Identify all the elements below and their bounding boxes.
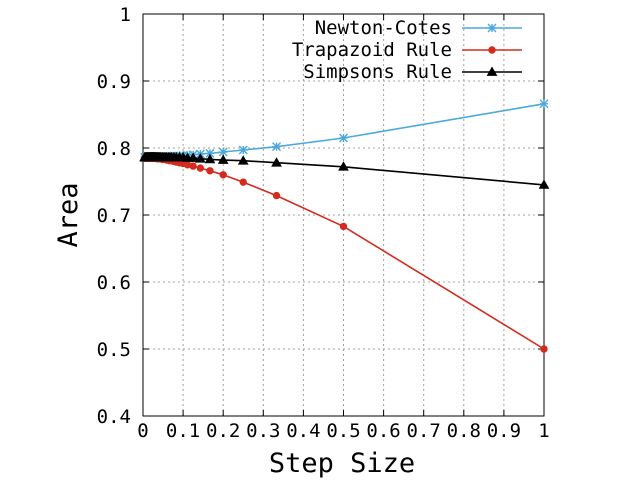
y-tick-label: 0.8 [97, 138, 131, 160]
data-point [219, 171, 227, 179]
data-point [238, 145, 248, 155]
series-line-0 [144, 103, 545, 159]
legend-item-2: Simpsons Rule [303, 61, 522, 83]
y-tick-label: 0.7 [97, 205, 131, 227]
data-point [194, 153, 206, 163]
legend-marker [488, 46, 496, 54]
data-point [540, 345, 548, 353]
x-tick-label: 0 [137, 420, 148, 442]
legend-item-1: Trapazoid Rule [292, 39, 522, 61]
data-point [272, 191, 281, 200]
y-tick-label: 0.5 [97, 339, 131, 361]
y-tick-label: 0.4 [97, 406, 131, 428]
data-point [237, 155, 249, 165]
x-axis-title: Step Size [269, 448, 415, 479]
x-tick-label: 0.2 [206, 420, 240, 442]
series-line-1 [144, 157, 545, 350]
legend-label: Trapazoid Rule [292, 39, 452, 61]
x-tick-label: 0.6 [366, 420, 400, 442]
data-point [196, 164, 205, 172]
data-point [339, 133, 348, 143]
x-tick-label: 0.3 [246, 420, 280, 442]
x-tick-label: 1 [538, 420, 549, 442]
data-point [206, 167, 214, 175]
series-2 [139, 151, 550, 189]
data-point [538, 179, 550, 189]
legend-marker [486, 66, 498, 76]
y-tick-label: 1 [120, 4, 131, 26]
data-point [239, 178, 247, 186]
legend-label: Simpsons Rule [303, 61, 452, 83]
axis-ticks: 0 0.1 0.2 0.3 0.4 0.5 0.6 0.7 0.8 0.9 1 0.4 0.5 0.6 0.… [97, 4, 550, 442]
data-point [539, 99, 549, 109]
y-axis-title: Area [53, 182, 84, 247]
x-tick-label: 0.7 [407, 420, 441, 442]
x-tick-label: 0.9 [487, 420, 521, 442]
data-point [139, 151, 150, 162]
legend-label: Newton-Cotes [315, 17, 452, 39]
data-point [338, 161, 349, 171]
x-tick-label: 0.1 [166, 420, 200, 442]
legend-item-0: Newton-Cotes [315, 17, 522, 39]
legend-marker [487, 23, 497, 33]
y-tick-label: 0.6 [97, 272, 131, 294]
series-1 [140, 154, 548, 353]
data-point [204, 153, 216, 164]
data-point [339, 222, 348, 231]
x-tick-label: 0.4 [286, 420, 320, 442]
data-point [217, 154, 229, 164]
data-point [205, 148, 215, 158]
x-tick-label: 0.8 [447, 420, 481, 442]
x-tick-label: 0.5 [326, 420, 360, 442]
data-point [272, 142, 282, 152]
y-tick-label: 0.9 [97, 71, 131, 93]
series-0 [140, 99, 549, 162]
data-point [218, 147, 228, 157]
series-group [139, 99, 550, 353]
grid [143, 14, 544, 416]
data-point [271, 157, 282, 167]
